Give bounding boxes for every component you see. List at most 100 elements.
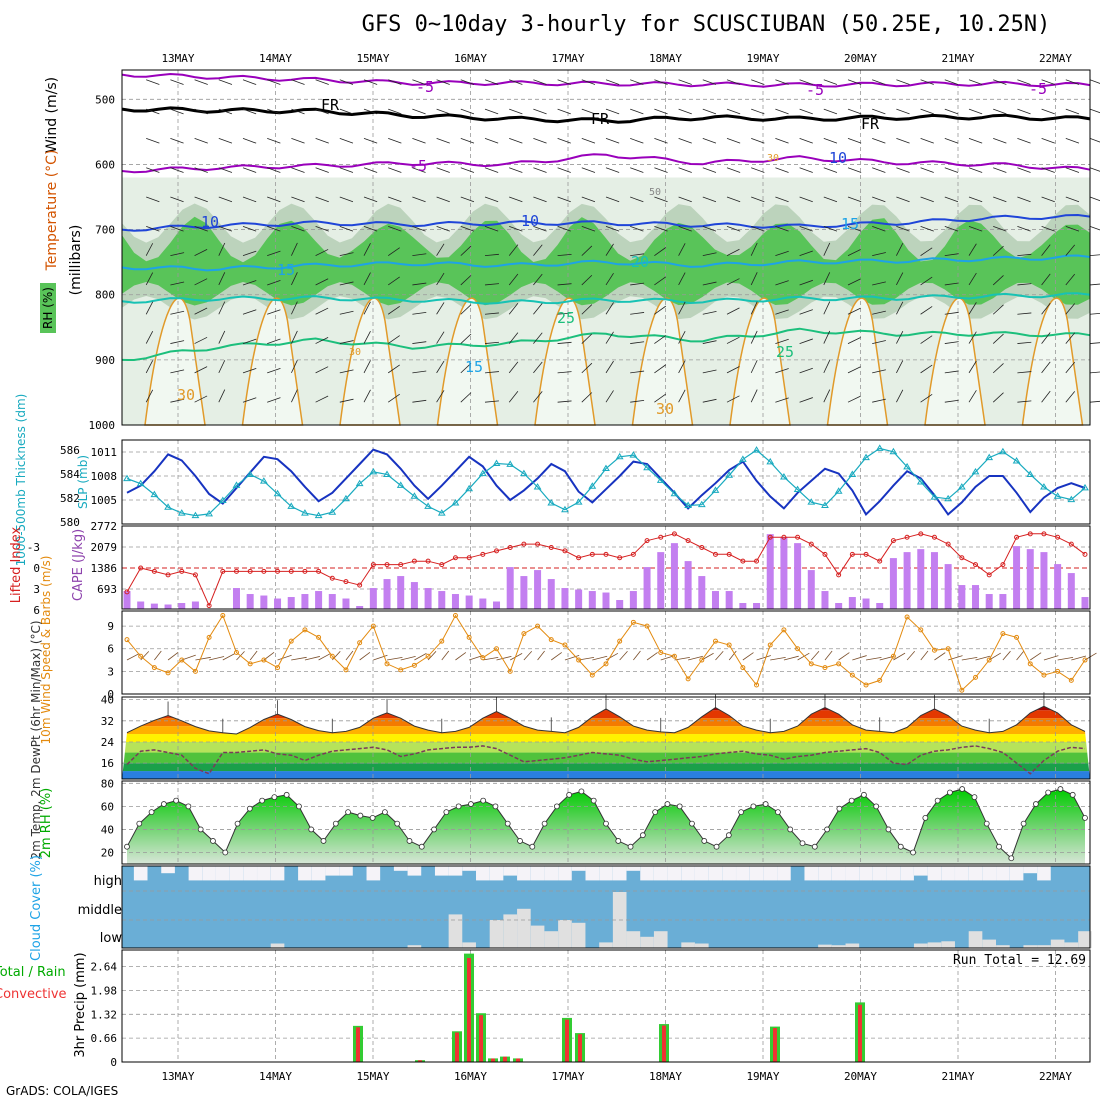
wind-barb: [630, 196, 644, 203]
wind-barb: [702, 138, 717, 144]
cape-bar: [889, 558, 897, 609]
lifted-index-marker: [1014, 534, 1020, 540]
slp-marker: [1067, 495, 1076, 503]
low-cloud-bar: [818, 944, 832, 948]
wind-barb: [896, 167, 910, 173]
wind-barb: [557, 400, 572, 403]
wind-speed-marker: [439, 638, 445, 644]
wind-speed-marker: [863, 682, 869, 688]
cape-bar: [520, 576, 528, 609]
wind-barb: [315, 395, 329, 403]
wind-barb: [1041, 273, 1051, 286]
wind-barb: [436, 167, 450, 173]
cape-bar: [410, 582, 418, 609]
wind-barb: [242, 368, 257, 374]
wind-barb: [619, 651, 628, 661]
wind-barb: [339, 196, 354, 203]
cloud-level-label: middle: [78, 903, 122, 918]
temp-tick-label: 32: [101, 715, 114, 728]
wind-barb: [484, 108, 499, 115]
rh-marker: [578, 788, 585, 795]
wind-barb: [775, 309, 789, 315]
wind-speed-marker: [849, 672, 855, 678]
cape-tick-label: 693: [97, 583, 117, 596]
date-tick-label: 15MAY: [356, 52, 389, 65]
isotherm-line: [121, 106, 1091, 124]
precip-axis-label: 3hr Precip (mm): [73, 952, 88, 1057]
rh-marker: [775, 809, 781, 816]
cape-bar: [383, 579, 391, 609]
wind-barb: [315, 167, 329, 173]
boundary-plume: [631, 297, 694, 426]
wind-barb: [968, 272, 977, 286]
wind-speed-marker: [959, 687, 965, 693]
cape-bar: [1081, 597, 1089, 609]
wind-speed-marker: [233, 650, 239, 655]
lifted-index-marker: [439, 562, 445, 568]
rh-marker: [983, 820, 990, 827]
wind-barb: [331, 651, 341, 661]
cape-bar: [465, 595, 473, 609]
wind-barb: [751, 108, 765, 115]
slp-marker: [821, 501, 829, 509]
wind-barb: [896, 360, 904, 374]
low-cloud-bar: [626, 931, 641, 948]
lifted-index-marker: [576, 555, 582, 561]
temp-color-band: [122, 734, 1090, 742]
wind-barb: [968, 108, 983, 115]
rh-marker: [652, 809, 659, 816]
wind-barb: [702, 398, 717, 403]
wind-barb: [291, 138, 305, 144]
slp-marker: [1012, 457, 1021, 464]
wind-barb: [678, 389, 686, 403]
wind-barb: [605, 138, 620, 144]
wind-barb: [1017, 79, 1031, 85]
wind-barb: [944, 370, 959, 374]
wind-barb: [702, 340, 717, 344]
wind-speed-marker: [494, 646, 500, 652]
wind-barb: [993, 196, 1007, 203]
wind-speed-marker: [124, 637, 130, 643]
wind-barb: [847, 366, 861, 374]
wind-barb: [388, 167, 402, 173]
wind-barb: [872, 138, 886, 144]
wind-speed-marker: [781, 627, 787, 633]
cape-bar: [643, 567, 651, 609]
lifted-index-marker: [138, 565, 144, 571]
wind-barb: [194, 108, 208, 115]
rh-marker: [455, 803, 462, 810]
wind-barb: [742, 652, 754, 661]
slp-marker: [314, 511, 323, 519]
wind-barb: [702, 369, 717, 374]
high-cloud-gap: [736, 866, 750, 881]
high-cloud-gap: [996, 866, 1010, 881]
wind-barb: [533, 167, 547, 173]
wind-barb: [508, 273, 519, 286]
rh-marker: [811, 843, 818, 850]
wind-barb: [751, 138, 765, 144]
low-cloud-bar: [982, 939, 997, 948]
cape-bar: [246, 594, 254, 609]
cape-bar: [794, 543, 802, 609]
wind-barb: [242, 167, 257, 173]
lifted-index-marker: [822, 551, 828, 557]
wind-speed-line: [126, 614, 1086, 692]
lifted-index-marker: [480, 551, 486, 557]
wind-barb: [750, 389, 758, 403]
date-tick-label: 22MAY: [1039, 52, 1072, 65]
li-tick-label: 3: [33, 583, 40, 596]
wind-barb: [291, 108, 305, 115]
wind-barb: [557, 108, 571, 115]
rh-marker: [246, 805, 253, 812]
wind-barb: [872, 252, 886, 257]
cape-bar: [274, 598, 282, 609]
rh-marker: [639, 832, 646, 839]
wind-speed-marker: [247, 661, 253, 667]
wind-barb: [993, 108, 1007, 115]
high-cloud-gap: [161, 866, 175, 874]
rh-marker: [701, 838, 708, 844]
wind-barb: [799, 138, 813, 144]
rh-marker: [799, 840, 806, 847]
wind-barb: [484, 312, 499, 315]
wind-barb: [968, 225, 983, 232]
